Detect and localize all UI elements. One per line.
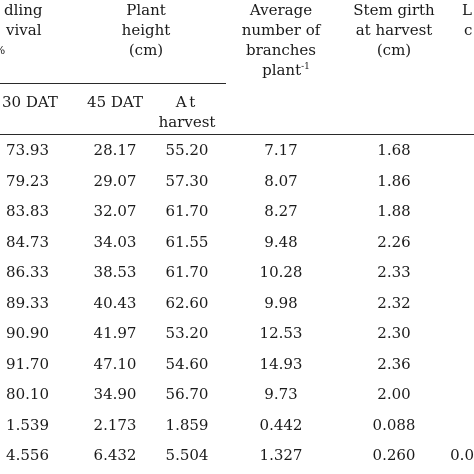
cell-height-45dat: 34.03 <box>93 233 137 251</box>
header-stem-girth-line2: at harvest <box>355 21 433 39</box>
header-stem-girth-line1: Stem girth <box>353 1 435 19</box>
header-seedling-line1: dling <box>4 1 43 19</box>
header-seedling-line2: vival <box>6 21 42 39</box>
header-branches-line2: number of <box>241 21 321 39</box>
cell-height-harvest: 1.859 <box>165 416 209 434</box>
cell-height-45dat: 32.07 <box>93 202 137 220</box>
subheader-harvest-line1: At <box>175 93 199 111</box>
cell-stem-girth: 1.68 <box>377 141 411 159</box>
subheader-30dat: 30 DAT <box>2 93 58 111</box>
cell-survival: 1.539 <box>6 416 49 434</box>
subheader-rule <box>0 83 226 84</box>
cell-branches: 12.53 <box>259 324 303 342</box>
header-plant-height-line1: Plant <box>126 1 166 19</box>
cell-survival: 80.10 <box>6 385 49 403</box>
cell-height-harvest: 54.60 <box>165 355 209 373</box>
cell-branches: 10.28 <box>259 263 303 281</box>
header-last-line2: c <box>464 21 473 39</box>
cell-height-45dat: 2.173 <box>93 416 137 434</box>
header-branches-plant: plant <box>262 61 302 79</box>
cell-stem-girth: 0.260 <box>372 446 416 464</box>
cell-branches: 9.48 <box>264 233 298 251</box>
cell-stem-girth: 2.26 <box>377 233 411 251</box>
header-branches-line4: plant-1 <box>262 62 310 79</box>
cell-stem-girth: 2.00 <box>377 385 411 403</box>
cell-survival: 91.70 <box>6 355 49 373</box>
cell-height-harvest: 61.55 <box>165 233 209 251</box>
cell-stem-girth: 2.33 <box>377 263 411 281</box>
cell-height-45dat: 29.07 <box>93 172 137 190</box>
cell-height-harvest: 61.70 <box>165 263 209 281</box>
header-branches-line3: branches <box>245 41 317 59</box>
header-plant-height-line2: height <box>121 21 171 39</box>
cell-survival: 79.23 <box>6 172 49 190</box>
cell-height-harvest: 57.30 <box>165 172 209 190</box>
cell-height-harvest: 56.70 <box>165 385 209 403</box>
header-seedling-line3: % <box>0 42 5 59</box>
cell-height-45dat: 6.432 <box>93 446 137 464</box>
cell-last: 0.0 <box>450 446 474 464</box>
header-bottom-rule <box>0 134 474 135</box>
cell-survival: 89.33 <box>6 294 49 312</box>
cell-height-harvest: 5.504 <box>165 446 209 464</box>
cell-stem-girth: 0.088 <box>372 416 416 434</box>
cell-height-45dat: 41.97 <box>93 324 137 342</box>
cell-survival: 4.556 <box>6 446 49 464</box>
cell-height-harvest: 62.60 <box>165 294 209 312</box>
cell-branches: 9.73 <box>264 385 298 403</box>
cell-branches: 1.327 <box>259 446 303 464</box>
cell-branches: 7.17 <box>264 141 298 159</box>
cell-survival: 73.93 <box>6 141 49 159</box>
cell-survival: 84.73 <box>6 233 49 251</box>
cell-branches: 0.442 <box>259 416 303 434</box>
subheader-45dat: 45 DAT <box>87 93 143 111</box>
subheader-harvest-line2: harvest <box>158 113 216 131</box>
cell-branches: 14.93 <box>259 355 303 373</box>
cell-height-harvest: 53.20 <box>165 324 209 342</box>
header-branches-line1: Average <box>249 1 313 19</box>
header-last-line1: L <box>462 1 472 19</box>
cell-stem-girth: 2.30 <box>377 324 411 342</box>
cell-branches: 8.27 <box>264 202 298 220</box>
cell-height-45dat: 47.10 <box>93 355 137 373</box>
cell-height-45dat: 40.43 <box>93 294 137 312</box>
header-stem-girth-line3: (cm) <box>376 41 412 59</box>
cell-height-45dat: 34.90 <box>93 385 137 403</box>
header-plant-height-line3: (cm) <box>128 41 164 59</box>
cell-height-harvest: 55.20 <box>165 141 209 159</box>
header-branches-sup: -1 <box>301 62 310 72</box>
cell-survival: 90.90 <box>6 324 49 342</box>
cell-height-harvest: 61.70 <box>165 202 209 220</box>
cell-branches: 9.98 <box>264 294 298 312</box>
cell-stem-girth: 1.86 <box>377 172 411 190</box>
cell-stem-girth: 1.88 <box>377 202 411 220</box>
cell-branches: 8.07 <box>264 172 298 190</box>
cell-height-45dat: 38.53 <box>93 263 137 281</box>
cell-survival: 86.33 <box>6 263 49 281</box>
cell-stem-girth: 2.36 <box>377 355 411 373</box>
cell-stem-girth: 2.32 <box>377 294 411 312</box>
cell-survival: 83.83 <box>6 202 49 220</box>
cell-height-45dat: 28.17 <box>93 141 137 159</box>
